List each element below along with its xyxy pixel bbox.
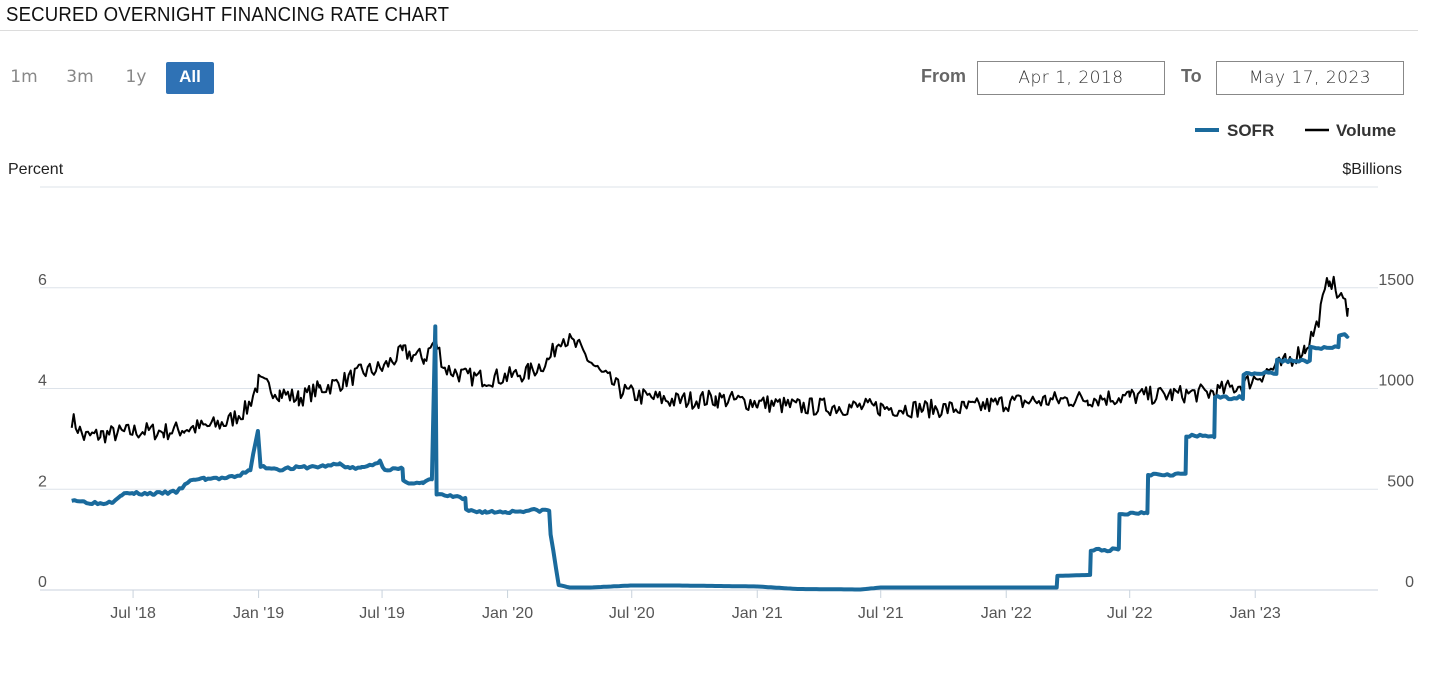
- y-axis-right-title: $Billions: [1342, 161, 1402, 178]
- to-date-input[interactable]: [1216, 61, 1404, 95]
- range-button-3m[interactable]: 3m: [66, 67, 94, 87]
- x-tick-label: Jul '20: [609, 605, 655, 622]
- volume-series-line: [70, 275, 1349, 444]
- sofr-series-line: [71, 324, 1350, 592]
- x-axis: Jul '18 Jan '19 Jul '19 Jan '20 Jul '20 Jan '…: [40, 589, 1378, 622]
- x-tick-label: Jan '20: [482, 605, 533, 622]
- grid-lines: [40, 186, 1378, 591]
- title-divider: [0, 30, 1418, 31]
- legend: SOFR Volume: [1195, 121, 1396, 140]
- y-left-tick-label: 2: [38, 473, 47, 490]
- y-right-tick-label: 0: [1405, 574, 1414, 591]
- range-button-all[interactable]: All: [166, 62, 214, 94]
- y-left-tick-label: 4: [38, 373, 47, 390]
- y-left-tick-label: 6: [38, 272, 47, 289]
- legend-volume-label: Volume: [1336, 121, 1396, 140]
- y-axis-left-title: Percent: [8, 161, 64, 178]
- x-tick-label: Jul '19: [359, 605, 405, 622]
- x-tick-label: Jan '19: [233, 605, 284, 622]
- x-tick-label: Jul '22: [1107, 605, 1153, 622]
- series-layer: [70, 275, 1350, 592]
- y-right-tick-label: 1000: [1378, 373, 1414, 390]
- x-tick-label: Jul '18: [110, 605, 156, 622]
- y-left-tick-label: 0: [38, 574, 47, 591]
- range-button-1m[interactable]: 1m: [10, 67, 38, 87]
- from-date-input[interactable]: [977, 61, 1165, 95]
- y-axis-right: 0 500 1000 1500: [1378, 272, 1414, 591]
- legend-item-volume[interactable]: Volume: [1305, 121, 1396, 140]
- y-axis-left: 0 2 4 6: [38, 272, 47, 591]
- y-right-tick-label: 1500: [1378, 272, 1414, 289]
- legend-item-sofr[interactable]: SOFR: [1195, 121, 1274, 140]
- x-tick-label: Jan '23: [1230, 605, 1281, 622]
- x-tick-label: Jul '21: [858, 605, 904, 622]
- range-button-1y[interactable]: 1y: [125, 67, 147, 87]
- from-label: From: [921, 66, 966, 86]
- y-right-tick-label: 500: [1387, 473, 1414, 490]
- x-tick-label: Jan '21: [732, 605, 783, 622]
- x-tick-label: Jan '22: [981, 605, 1032, 622]
- legend-sofr-label: SOFR: [1227, 121, 1274, 140]
- to-label: To: [1181, 66, 1202, 86]
- page-title: SECURED OVERNIGHT FINANCING RATE CHART: [6, 4, 450, 26]
